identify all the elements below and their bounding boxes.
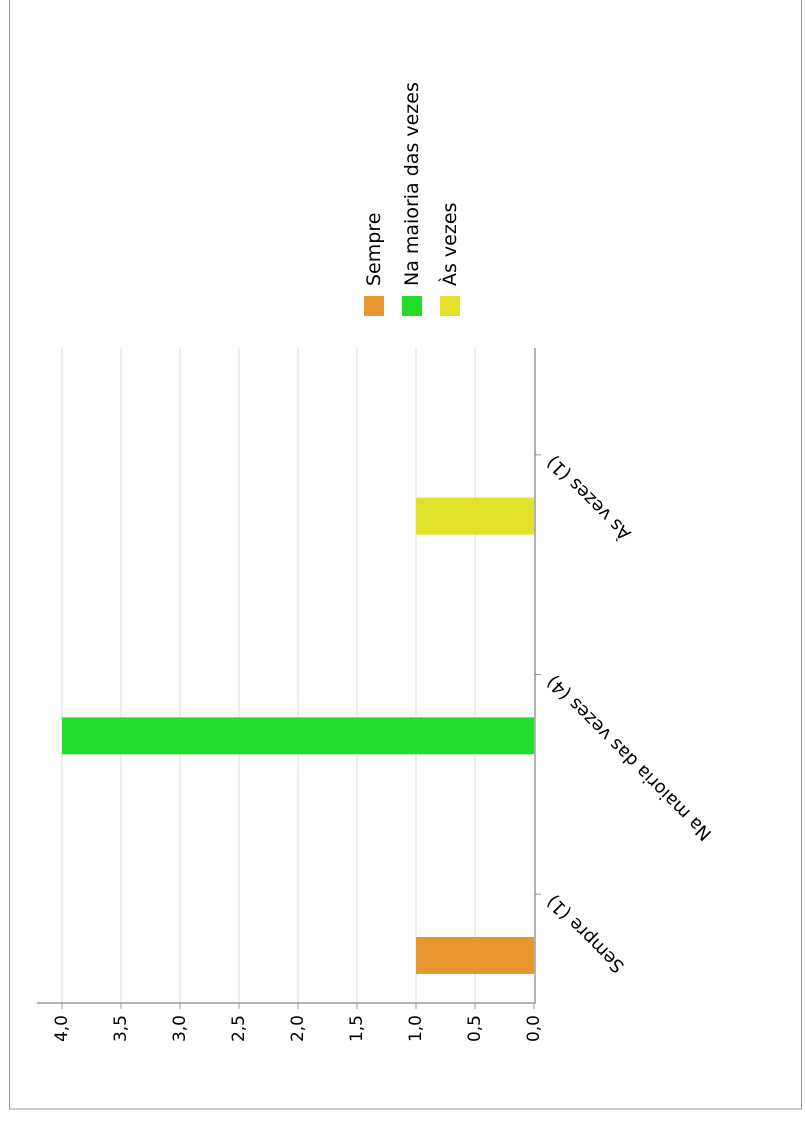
grid-lines xyxy=(61,348,476,1003)
bar xyxy=(62,717,534,755)
chart-border xyxy=(9,0,802,1110)
bar xyxy=(416,497,534,535)
legend-swatch xyxy=(402,296,422,316)
value-tick-label: 0,5 xyxy=(465,1015,485,1042)
legend-swatch xyxy=(364,296,384,316)
value-tick-label: 2,5 xyxy=(229,1015,249,1042)
bar xyxy=(416,937,534,974)
value-tick-label: 1,5 xyxy=(347,1015,367,1042)
legend-label: Sempre xyxy=(363,213,385,286)
value-tick-label: 4,0 xyxy=(52,1015,72,1042)
legend: Sempre Na maioria das vezes Às vezes xyxy=(363,82,461,316)
bars xyxy=(62,497,534,974)
value-tick-label: 1,0 xyxy=(406,1015,426,1042)
value-tick-label: 3,5 xyxy=(111,1015,131,1042)
value-tick-label: 2,0 xyxy=(288,1015,308,1042)
value-tick-label: 3,0 xyxy=(170,1015,190,1042)
value-tick-label: 0,0 xyxy=(524,1015,544,1042)
legend-label: Às vezes xyxy=(438,203,461,286)
legend-label: Na maioria das vezes xyxy=(401,82,423,286)
axes xyxy=(37,348,541,1009)
legend-swatch xyxy=(440,296,460,316)
